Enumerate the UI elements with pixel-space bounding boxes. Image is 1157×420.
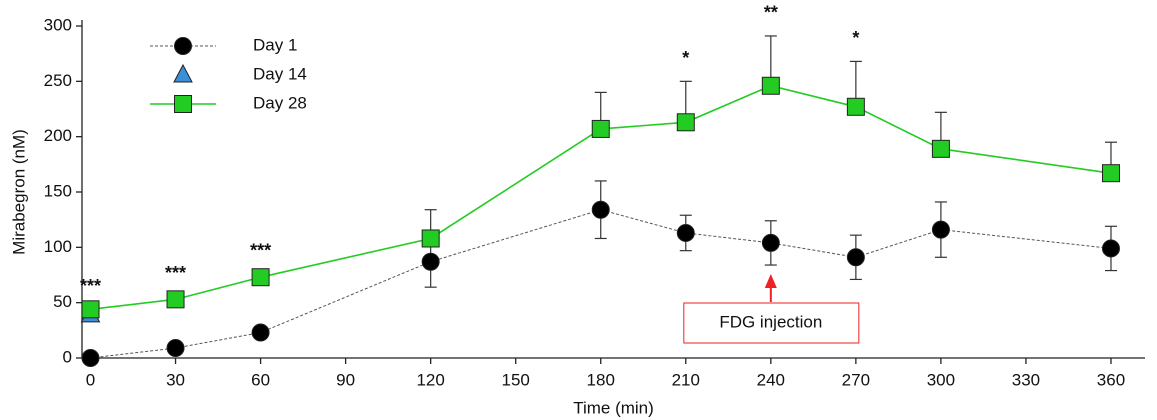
y-tick-label: 0 xyxy=(63,347,72,366)
x-tick-label: 120 xyxy=(416,370,444,389)
x-tick-label: 270 xyxy=(842,370,870,389)
legend-label: Day 1 xyxy=(253,35,297,54)
data-point xyxy=(846,97,865,116)
x-tick-label: 240 xyxy=(757,370,785,389)
x-tick-label: 330 xyxy=(1012,370,1040,389)
y-tick-label: 100 xyxy=(44,237,72,256)
legend-marker xyxy=(174,95,192,113)
data-point xyxy=(166,339,185,358)
legend-label: Day 14 xyxy=(253,64,307,83)
significance-label: *** xyxy=(165,263,186,283)
x-tick-label: 360 xyxy=(1097,370,1125,389)
data-point xyxy=(251,323,270,342)
series-line xyxy=(90,84,1112,311)
legend-label: Day 28 xyxy=(253,93,307,112)
x-tick-label: 90 xyxy=(336,370,355,389)
data-point xyxy=(81,349,100,367)
significance-label: * xyxy=(852,28,859,48)
y-tick-label: 150 xyxy=(44,181,72,200)
significance-label: *** xyxy=(80,276,101,296)
data-point xyxy=(591,119,610,138)
data-point xyxy=(931,220,950,239)
data-point xyxy=(761,76,780,95)
y-tick-label: 50 xyxy=(53,292,72,311)
annotation-box xyxy=(683,302,860,344)
data-point xyxy=(251,268,270,287)
x-tick-label: 180 xyxy=(587,370,615,389)
data-point xyxy=(931,139,950,158)
y-tick-label: 300 xyxy=(44,15,72,34)
data-point xyxy=(1101,239,1120,258)
data-point xyxy=(1101,164,1120,183)
significance-label: ** xyxy=(764,3,778,23)
x-tick-label: 150 xyxy=(502,370,530,389)
data-point xyxy=(591,200,610,219)
y-tick-label: 200 xyxy=(44,126,72,145)
legend-marker xyxy=(173,63,193,83)
y-tick-label: 250 xyxy=(44,71,72,90)
annotation-text: FDG injection xyxy=(719,312,822,331)
significance-label: * xyxy=(682,48,689,68)
data-point xyxy=(761,233,780,252)
data-point xyxy=(421,229,440,248)
data-point xyxy=(676,223,695,242)
x-tick-label: 60 xyxy=(251,370,270,389)
x-tick-label: 210 xyxy=(672,370,700,389)
data-point xyxy=(676,113,695,132)
significance-label: *** xyxy=(250,241,271,261)
data-point xyxy=(81,300,100,319)
data-point xyxy=(166,290,185,309)
data-point xyxy=(421,252,440,271)
annotation-arrowhead xyxy=(764,274,777,288)
x-tick-label: 0 xyxy=(86,370,95,389)
legend-marker xyxy=(174,37,192,55)
y-axis-title: Mirabegron (nM) xyxy=(9,129,28,255)
data-point xyxy=(846,248,865,267)
x-tick-label: 30 xyxy=(166,370,185,389)
x-tick-label: 300 xyxy=(927,370,955,389)
x-axis-title: Time (min) xyxy=(573,398,654,417)
